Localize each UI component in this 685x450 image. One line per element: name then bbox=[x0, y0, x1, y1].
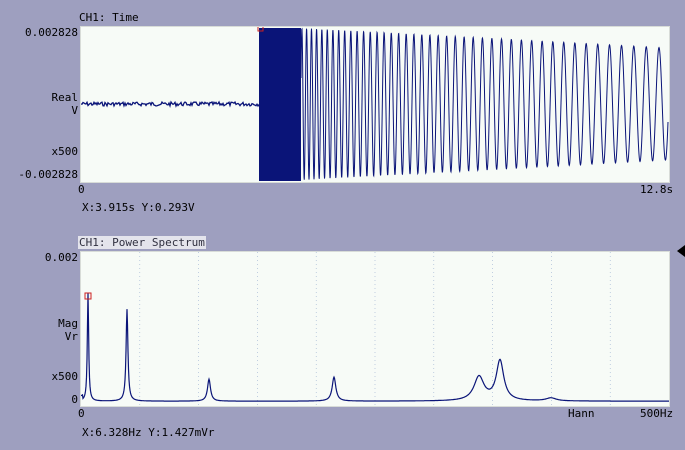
time-y-scale-label: x500 bbox=[51, 145, 79, 158]
time-cursor-readout: X:3.915s Y:0.293V bbox=[82, 201, 195, 214]
spectrum-cursor-readout: X:6.328Hz Y:1.427mVr bbox=[82, 426, 215, 439]
spectrum-y-top-label: 0.002 bbox=[44, 251, 78, 264]
time-waveform-burst bbox=[259, 28, 301, 181]
spectrum-grid bbox=[139, 252, 611, 406]
time-y-top-label: 0.002828 bbox=[25, 26, 78, 39]
time-panel-title[interactable]: CH1: Time bbox=[79, 11, 139, 24]
spectrum-x-end-label: 500Hz bbox=[640, 407, 674, 420]
spectrum-cursor-marker[interactable] bbox=[84, 292, 92, 300]
time-plot-area[interactable] bbox=[80, 26, 670, 183]
panel-pointer-icon[interactable] bbox=[677, 245, 685, 257]
time-y-unit-label-2: V bbox=[71, 104, 78, 117]
spectrum-y-bottom-label: 0 bbox=[71, 393, 78, 406]
time-waveform-trace-sweep bbox=[300, 27, 669, 180]
spectrum-plot-area[interactable] bbox=[80, 251, 670, 407]
time-y-unit-label: Real bbox=[51, 91, 79, 104]
time-y-bottom-label: -0.002828 bbox=[18, 168, 78, 181]
spectrum-window-label: Hann bbox=[568, 407, 595, 420]
time-waveform-canvas[interactable] bbox=[81, 27, 669, 182]
time-waveform-trace-noise bbox=[81, 100, 260, 108]
spectrum-y-scale-label: x500 bbox=[51, 370, 79, 383]
time-cursor-marker[interactable] bbox=[257, 27, 264, 32]
spectrum-canvas[interactable] bbox=[81, 252, 669, 406]
time-x-start-label: 0 bbox=[78, 183, 85, 196]
spectrum-y-unit-label: Mag bbox=[58, 317, 78, 330]
spectrum-x-start-label: 0 bbox=[78, 407, 85, 420]
spectrum-trace bbox=[81, 293, 669, 402]
time-x-end-label: 12.8s bbox=[640, 183, 674, 196]
spectrum-panel-title[interactable]: CH1: Power Spectrum bbox=[78, 236, 206, 249]
spectrum-y-unit-label-2: Vr bbox=[64, 330, 78, 343]
